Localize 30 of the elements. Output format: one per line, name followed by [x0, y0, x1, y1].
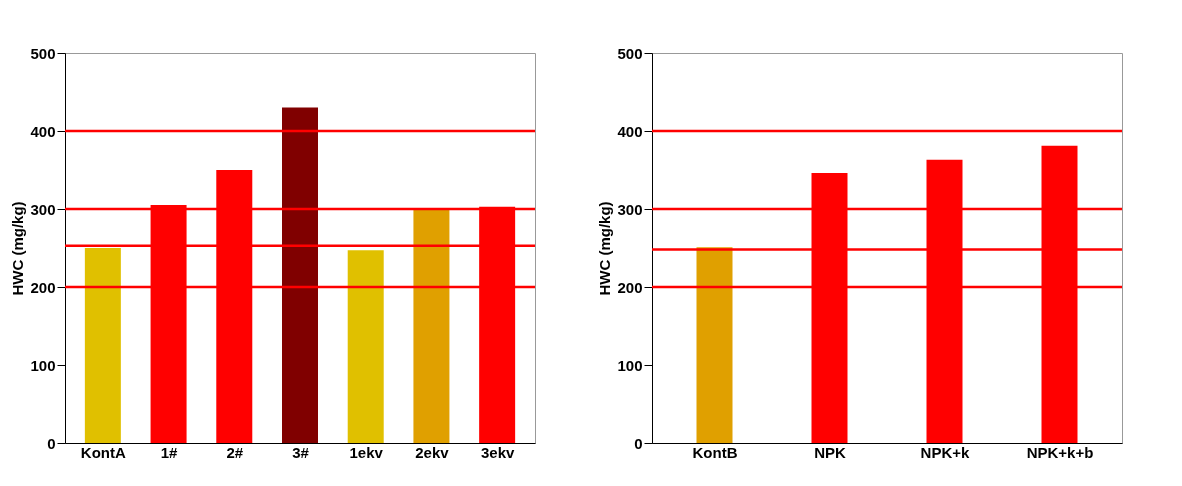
x-tick-label: 1ekv: [349, 443, 384, 461]
y-tick-label: 500: [30, 44, 56, 62]
x-tick-label: KontA: [80, 443, 127, 461]
y-tick-label: 300: [30, 200, 56, 218]
x-tick-label: NPK+k+b: [1026, 443, 1094, 461]
x-tick-label: 2#: [226, 443, 244, 461]
x-tick-label: 1#: [160, 443, 179, 461]
bar: [413, 209, 450, 443]
x-tick-label: 2ekv: [415, 443, 450, 461]
bar: [84, 248, 121, 443]
y-tick-label: 0: [47, 434, 56, 452]
y-tick-label: 500: [617, 44, 643, 62]
x-tick-label: KontB: [692, 443, 738, 461]
bar: [347, 250, 384, 443]
y-axis-title: HWC (mg/kg): [9, 201, 27, 296]
bar: [696, 247, 733, 443]
x-tick-label: 3#: [292, 443, 310, 461]
x-tick-label: 3ekv: [480, 443, 515, 461]
y-tick-label: 400: [617, 122, 643, 140]
y-tick-label: 200: [30, 278, 56, 296]
y-tick-label: 100: [30, 356, 56, 374]
x-tick-label: NPK+k: [920, 443, 971, 461]
y-tick-label: 400: [30, 122, 56, 140]
y-tick-label: 200: [617, 278, 643, 296]
bar: [282, 107, 318, 443]
y-axis-title: HWC (mg/kg): [596, 201, 614, 296]
x-tick-label: NPK: [814, 443, 846, 461]
y-tick-label: 300: [617, 200, 643, 218]
y-tick-label: 0: [634, 434, 643, 452]
y-tick-label: 100: [617, 356, 643, 374]
